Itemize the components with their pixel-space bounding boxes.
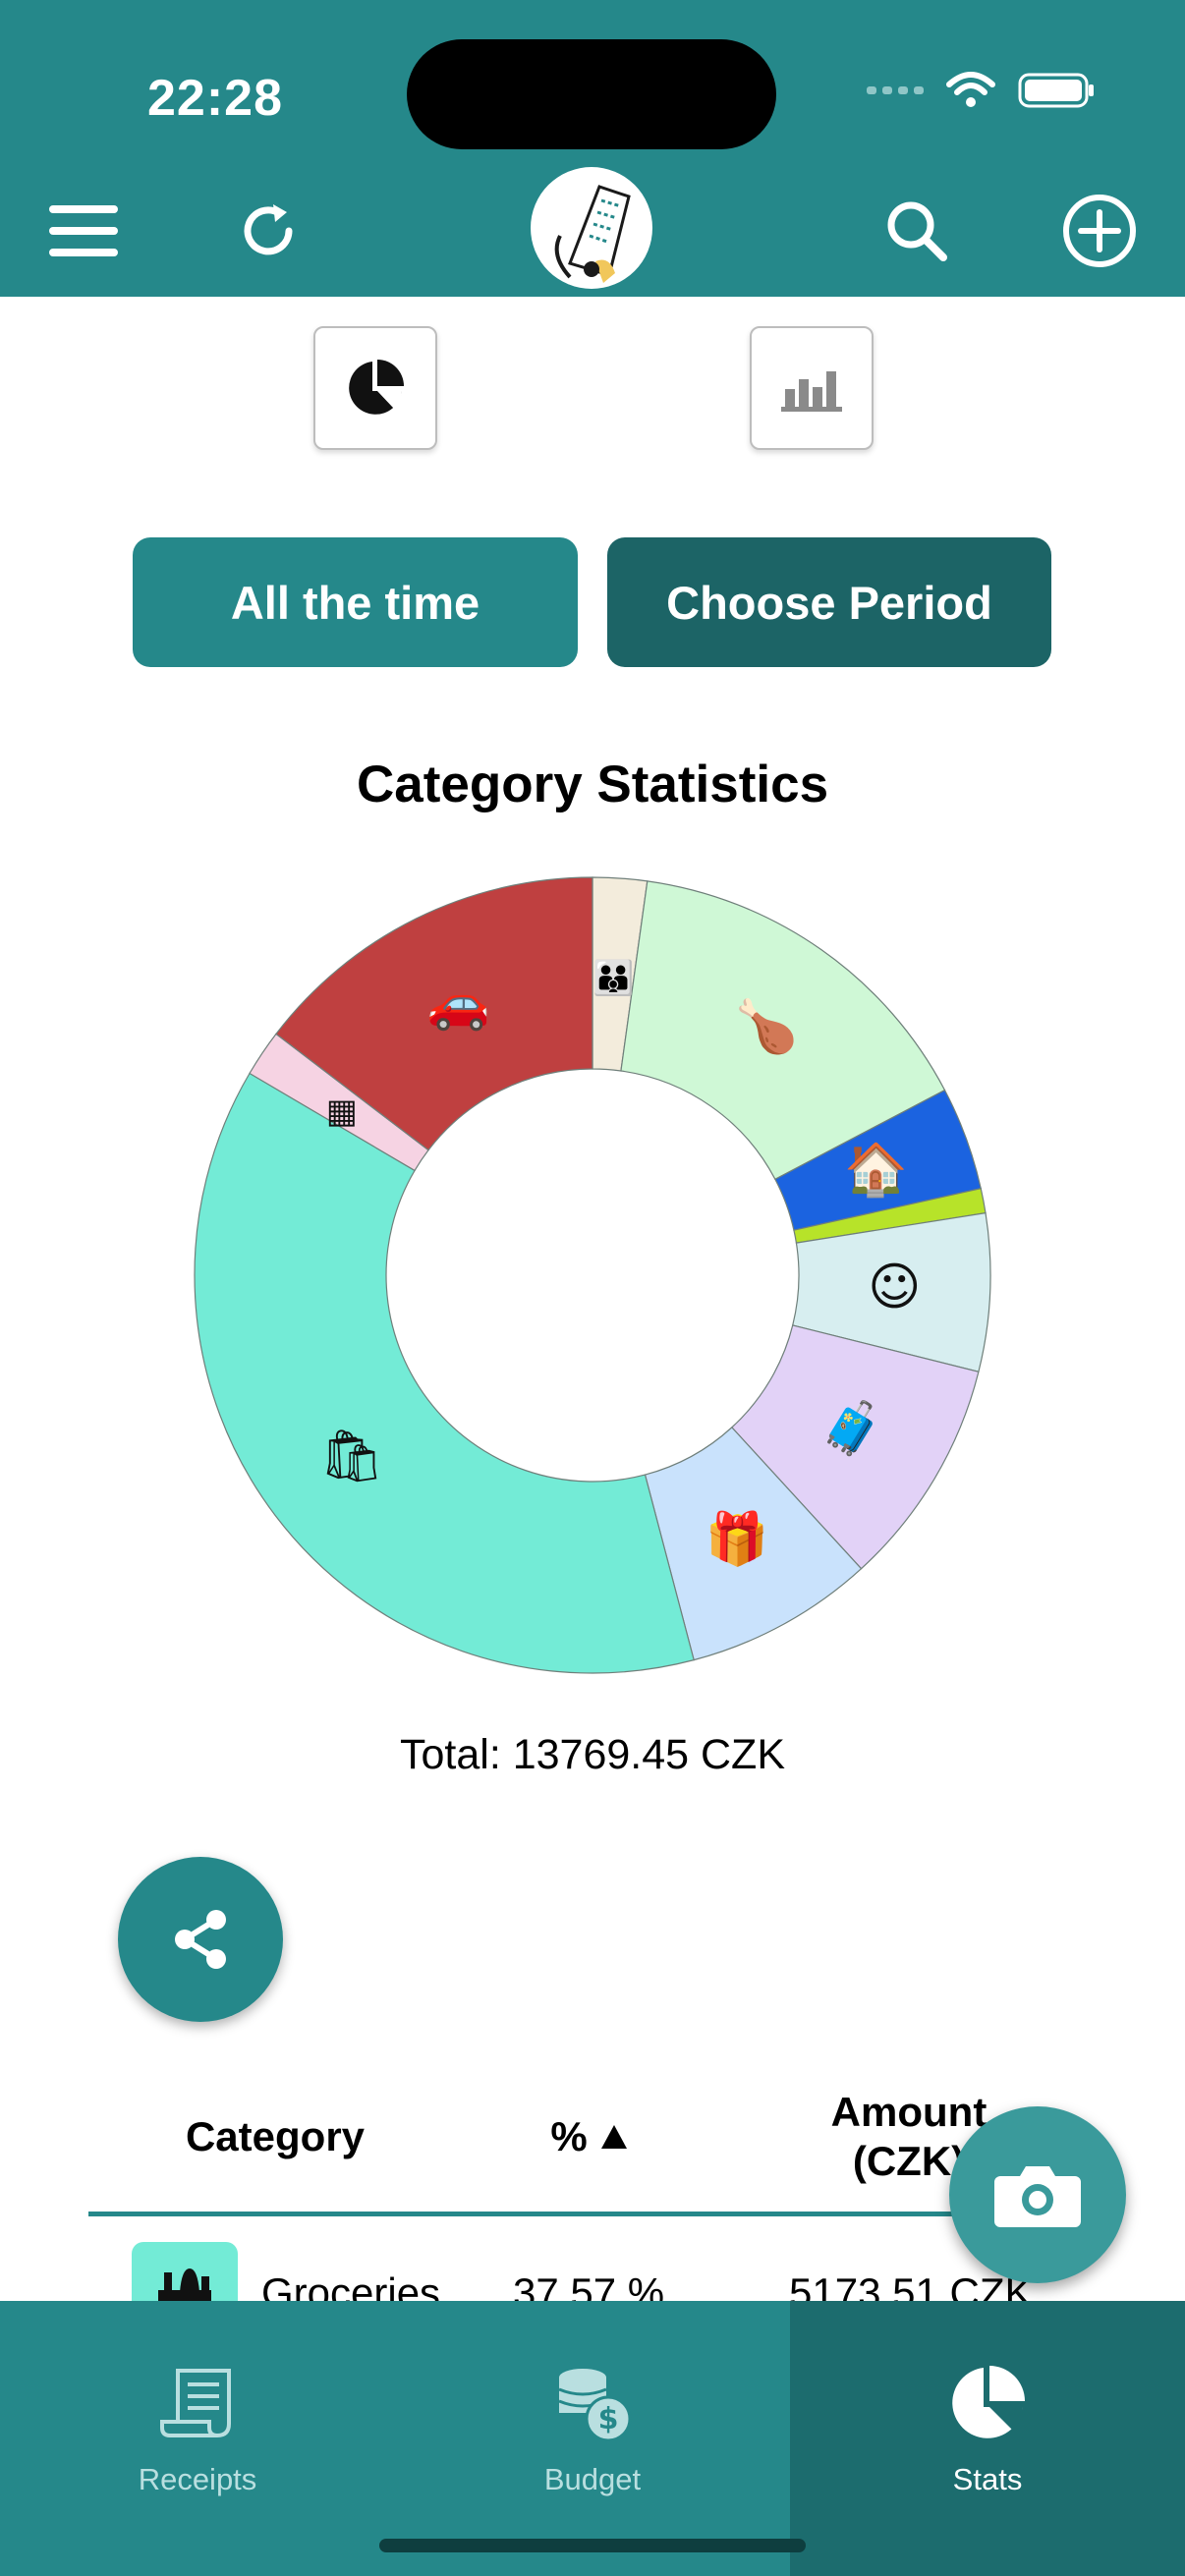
hamburger-menu-icon [49, 205, 118, 256]
share-button[interactable] [118, 1857, 283, 2022]
tab-stats[interactable]: Stats [790, 2301, 1185, 2576]
svg-text:$: $ [598, 2402, 619, 2436]
bar-chart-toggle[interactable] [750, 326, 874, 450]
tab-receipts-label: Receipts [138, 2462, 257, 2496]
status-icons [867, 71, 1097, 110]
bar-chart-icon [781, 371, 842, 412]
donut-slice[interactable] [194, 1072, 695, 1674]
bottom-tab-bar: Receipts $ Budget Stats [0, 2301, 1185, 2576]
pie-chart-icon [952, 2366, 1025, 2438]
table-header-divider [88, 2212, 1002, 2216]
header-amount-line1: Amount [830, 2089, 988, 2135]
header-percent[interactable]: % [531, 2112, 649, 2161]
donut-slice[interactable] [275, 876, 593, 1151]
pie-chart-toggle[interactable] [313, 326, 437, 450]
camera-button[interactable] [949, 2106, 1126, 2283]
dynamic-island [407, 39, 776, 149]
refresh-button[interactable] [224, 187, 312, 275]
header-category[interactable]: Category [185, 2113, 366, 2159]
food-icon: 🍗 [734, 996, 798, 1056]
coins-icon: $ [558, 2369, 632, 2442]
tab-stats-label: Stats [952, 2462, 1023, 2496]
header-amount[interactable]: Amount (CZK) [786, 2088, 1032, 2186]
search-button[interactable] [873, 187, 961, 275]
housing-icon: 🏠 [844, 1141, 908, 1200]
search-icon [887, 201, 947, 261]
tab-budget-label: Budget [543, 2462, 642, 2496]
stats-title: Category Statistics [356, 756, 829, 813]
menu-button[interactable] [39, 187, 128, 275]
all-time-button[interactable]: All the time [133, 537, 578, 667]
header-percent-label: % [550, 2113, 588, 2159]
battery-icon [1018, 73, 1094, 108]
home-indicator [379, 2539, 806, 2552]
family-icon: 👪 [592, 959, 634, 998]
receipt-icon [160, 2369, 231, 2437]
beauty-icon: ☺ [868, 1259, 921, 1317]
header-amount-line2: (CZK) [852, 2138, 966, 2184]
camera-icon [994, 2166, 1081, 2227]
travel-icon: 🧳 [820, 1398, 884, 1458]
add-button[interactable] [1055, 187, 1144, 275]
tab-budget[interactable]: $ Budget [395, 2301, 790, 2576]
car-icon: 🚗 [426, 974, 490, 1033]
grocery-icon: 🛍 [319, 1428, 384, 1486]
share-icon [175, 1910, 226, 1969]
donut-slice[interactable] [620, 880, 946, 1181]
tab-receipts[interactable]: Receipts [0, 2301, 395, 2576]
other-icon: ▦ [326, 1092, 358, 1131]
plus-circle-icon [1063, 195, 1136, 267]
refresh-icon [244, 204, 293, 255]
cellular-signal-icon [867, 86, 924, 94]
category-donut-chart: 👪 🍗 🏠 ☺ 🧳 🎁 🛍 ▦ 🚗 [194, 876, 991, 1674]
sort-up-icon [600, 2125, 627, 2149]
gift-icon: 🎁 [705, 1509, 769, 1569]
wifi-icon [946, 72, 995, 107]
status-time: 22:28 [147, 70, 283, 127]
total-amount: Total: 13769.45 CZK [399, 1731, 786, 1778]
pie-chart-icon [349, 360, 404, 415]
app-logo [531, 167, 652, 289]
top-app-bar: 22:28 [0, 0, 1185, 297]
choose-period-button[interactable]: Choose Period [607, 537, 1051, 667]
receipt-logo [554, 185, 631, 283]
